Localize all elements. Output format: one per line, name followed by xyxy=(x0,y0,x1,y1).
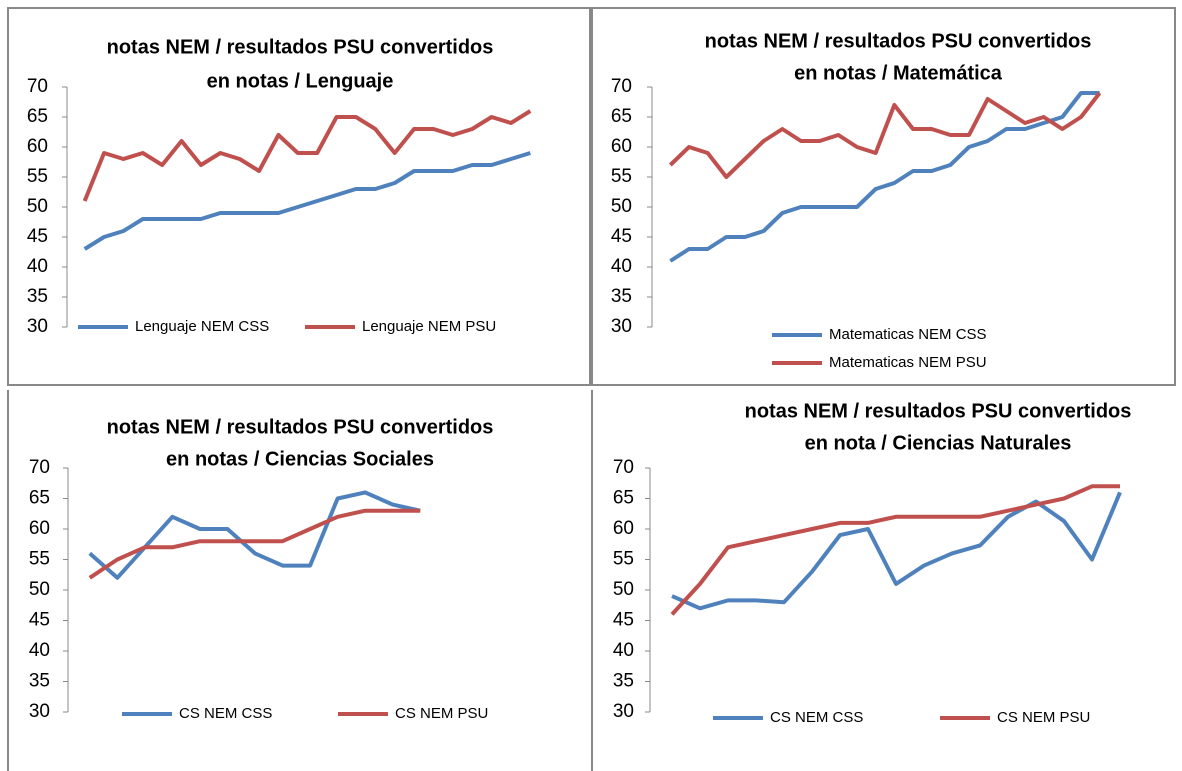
series-line xyxy=(83,151,531,251)
y-tick-label: 70 xyxy=(27,76,48,97)
y-tick-label: 65 xyxy=(27,106,48,127)
panel-frame xyxy=(7,7,591,386)
y-tick-label: 45 xyxy=(613,610,634,631)
panel-frame xyxy=(591,7,1176,386)
y-tick-label: 50 xyxy=(613,579,634,600)
series-line xyxy=(671,491,1122,611)
y-tick-label: 45 xyxy=(611,226,632,247)
y-tick-label: 35 xyxy=(29,671,50,692)
y-tick-label: 30 xyxy=(613,701,634,722)
y-tick-label: 60 xyxy=(27,136,48,157)
legend-label: CS NEM PSU xyxy=(395,705,488,722)
chart-title: notas NEM / resultados PSU convertidos xyxy=(107,416,494,438)
y-tick-label: 55 xyxy=(27,166,48,187)
y-tick-label: 65 xyxy=(613,488,634,509)
y-tick-label: 65 xyxy=(611,106,632,127)
y-tick-label: 70 xyxy=(613,457,634,478)
y-tick-label: 40 xyxy=(27,256,48,277)
y-tick-label: 35 xyxy=(613,671,634,692)
legend-label: CS NEM PSU xyxy=(997,709,1090,726)
chart-title: notas NEM / resultados PSU convertidos xyxy=(745,400,1132,422)
y-tick-label: 50 xyxy=(29,579,50,600)
series-line xyxy=(670,484,1120,616)
y-tick-label: 70 xyxy=(611,76,632,97)
legend-label: Matematicas NEM CSS xyxy=(829,326,987,343)
y-tick-label: 35 xyxy=(611,286,632,307)
y-tick-label: 40 xyxy=(611,256,632,277)
y-tick-label: 60 xyxy=(611,136,632,157)
legend-label: Lenguaje NEM PSU xyxy=(362,318,496,335)
chart-title: notas NEM / resultados PSU convertidos xyxy=(107,36,494,58)
legend-label: Lenguaje NEM CSS xyxy=(135,318,269,335)
y-tick-label: 40 xyxy=(613,640,634,661)
y-tick-label: 55 xyxy=(611,166,632,187)
y-tick-label: 30 xyxy=(611,316,632,337)
y-tick-label: 45 xyxy=(29,610,50,631)
y-tick-label: 65 xyxy=(29,488,50,509)
y-tick-label: 55 xyxy=(29,549,50,570)
chart-title: en nota / Ciencias Naturales xyxy=(805,432,1072,454)
series-line xyxy=(669,91,1100,263)
y-tick-label: 35 xyxy=(27,286,48,307)
y-tick-label: 30 xyxy=(29,701,50,722)
y-tick-label: 55 xyxy=(613,549,634,570)
y-tick-label: 60 xyxy=(29,518,50,539)
y-tick-label: 70 xyxy=(29,457,50,478)
chart-title: en notas / Ciencias Sociales xyxy=(166,448,434,470)
y-tick-label: 50 xyxy=(27,196,48,217)
chart-title: notas NEM / resultados PSU convertidos xyxy=(705,30,1092,52)
chart-title: en notas / Matemática xyxy=(794,62,1003,84)
legend-label: CS NEM CSS xyxy=(770,709,863,726)
y-tick-label: 50 xyxy=(611,196,632,217)
series-line xyxy=(88,508,421,580)
legend-label: CS NEM CSS xyxy=(179,705,272,722)
series-line xyxy=(82,109,532,202)
series-line xyxy=(668,91,1102,179)
y-tick-label: 45 xyxy=(27,226,48,247)
y-tick-label: 60 xyxy=(613,518,634,539)
chart-title: en notas / Lenguaje xyxy=(207,70,394,92)
legend-label: Matematicas NEM PSU xyxy=(829,354,987,371)
y-tick-label: 40 xyxy=(29,640,50,661)
y-tick-label: 30 xyxy=(27,316,48,337)
